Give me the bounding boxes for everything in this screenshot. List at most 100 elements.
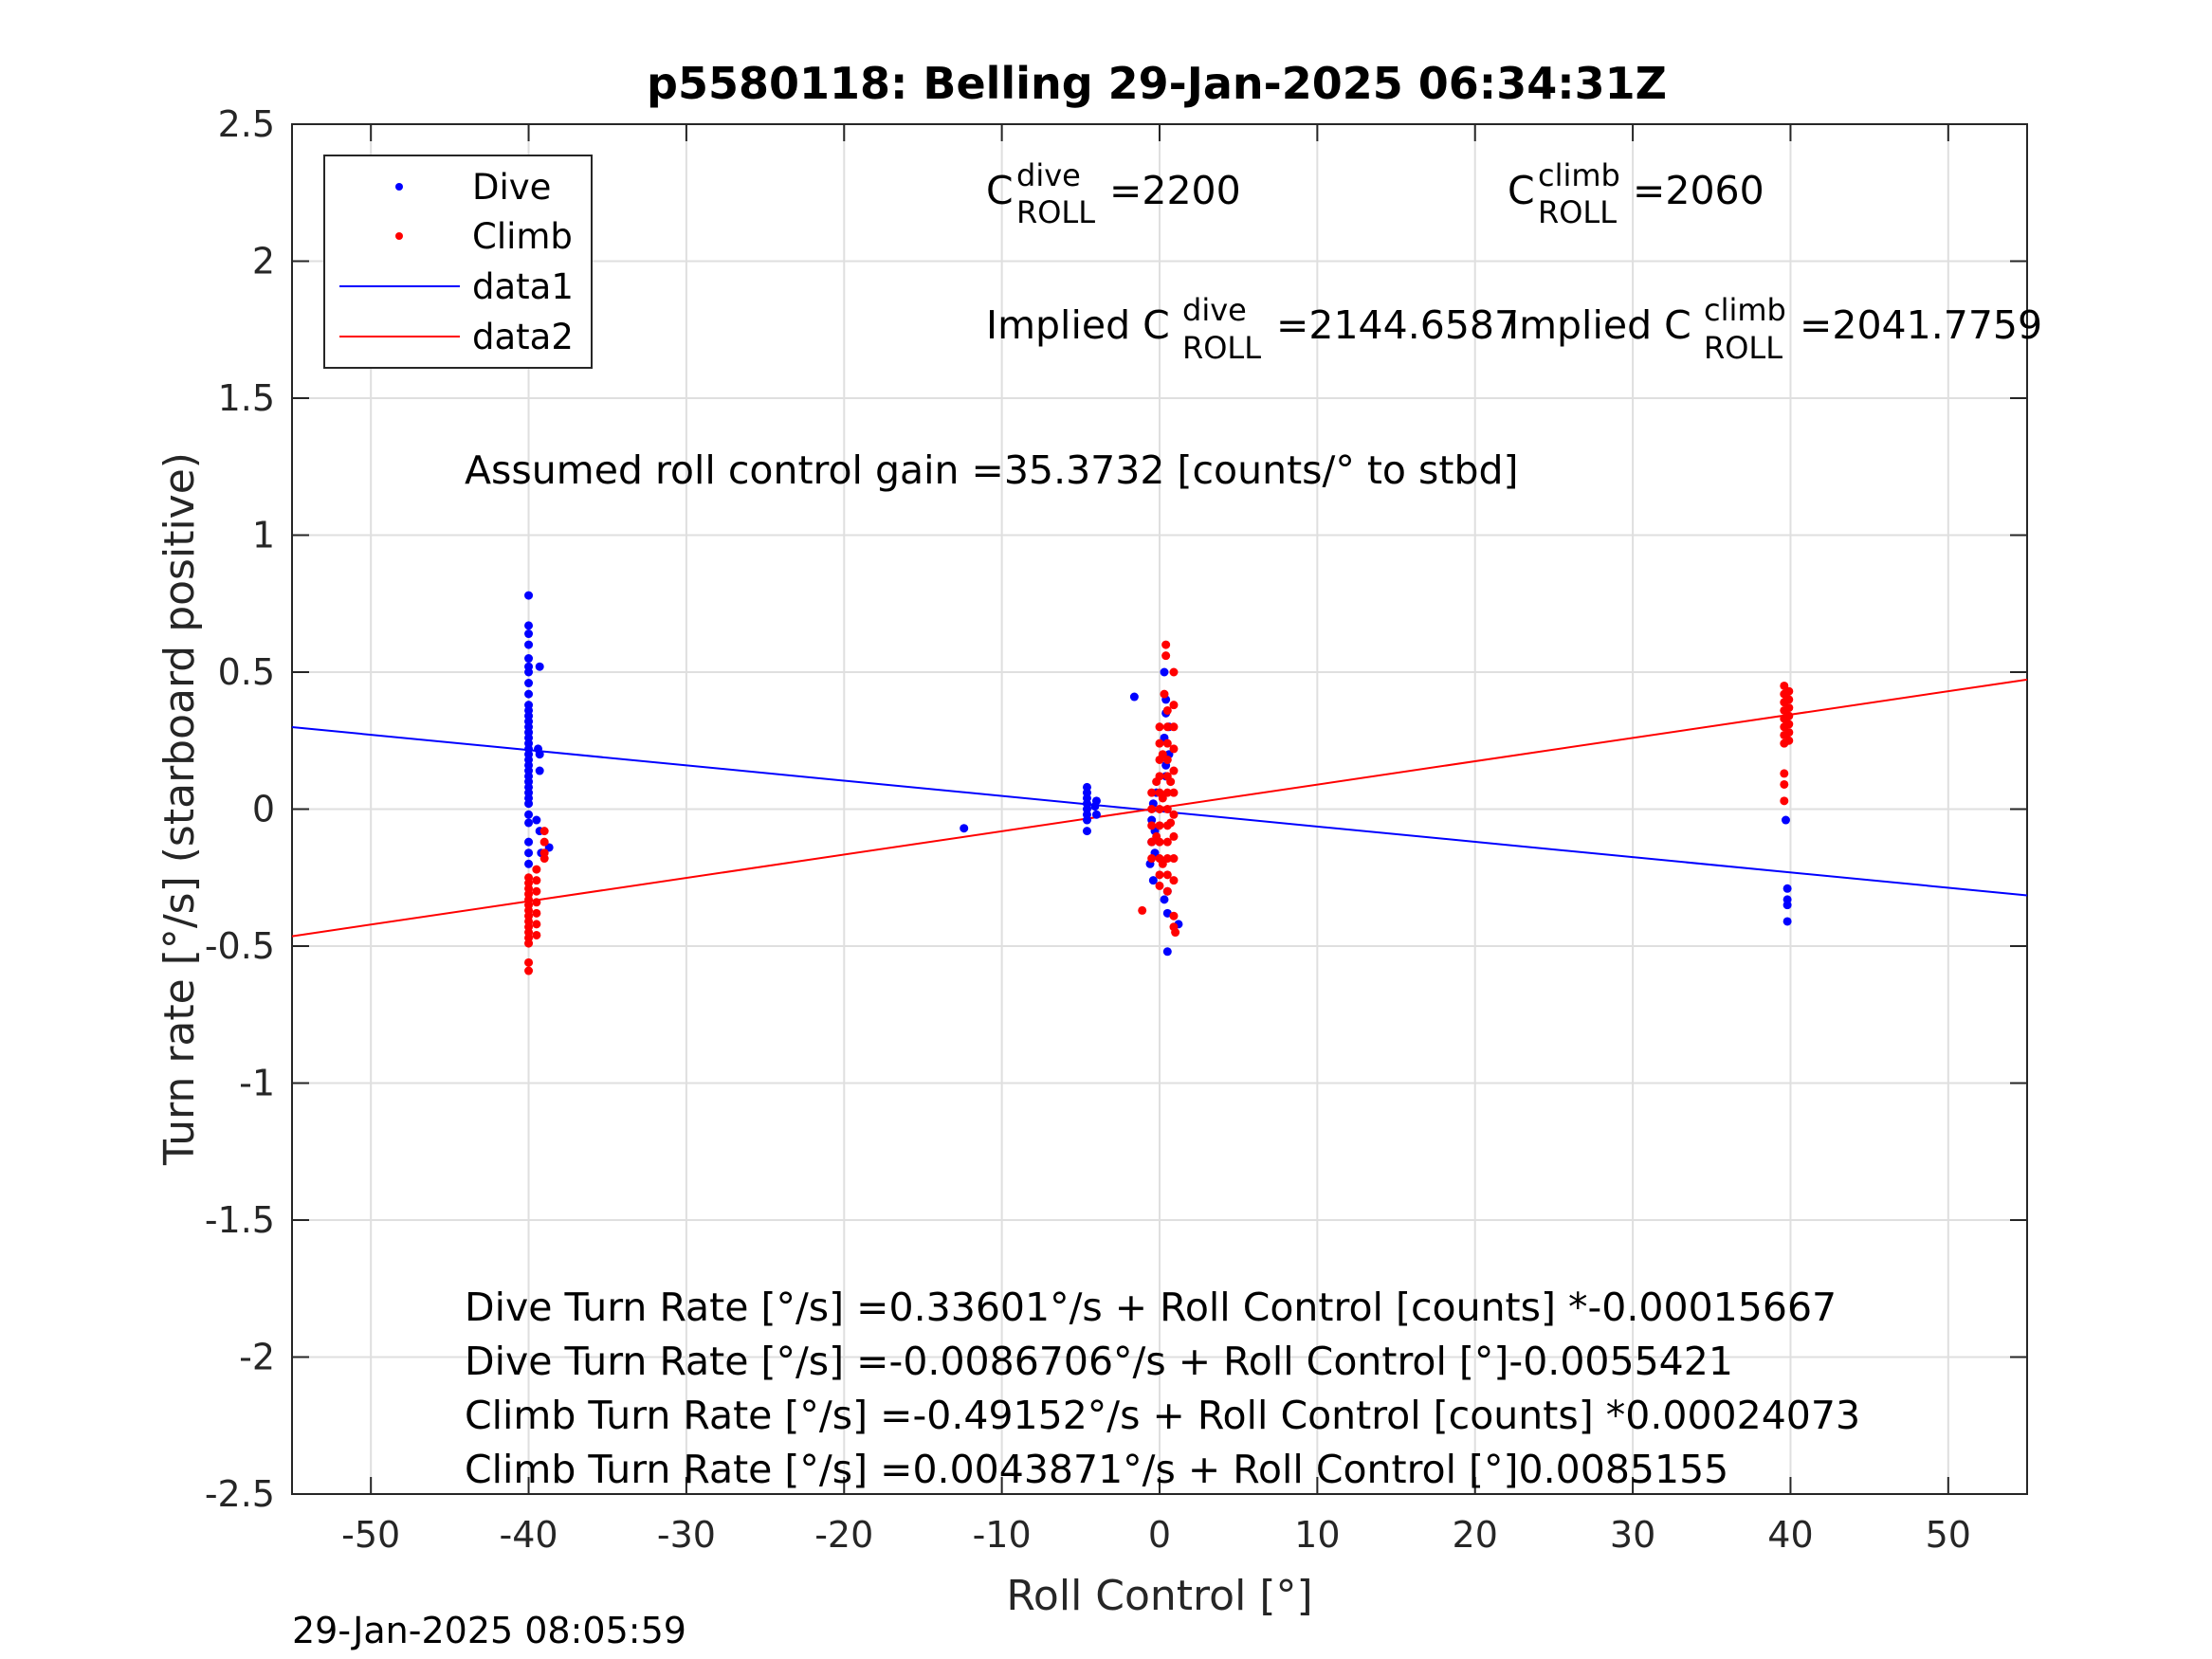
point-climb xyxy=(1158,793,1167,803)
point-dive xyxy=(1090,802,1100,811)
point-climb xyxy=(1784,736,1794,745)
y-tick-label: 1.5 xyxy=(218,377,275,419)
timestamp: 29-Jan-2025 08:05:59 xyxy=(292,1610,686,1651)
point-climb xyxy=(532,908,541,918)
point-dive xyxy=(524,799,534,809)
fit-annotation-dive-counts: Dive Turn Rate [°/s] =0.33601°/s + Roll … xyxy=(465,1285,1837,1330)
annotation-implied-dive: Implied C dive ROLL =2144.6587 xyxy=(986,292,1519,366)
legend-marker-climb xyxy=(395,232,403,240)
point-climb xyxy=(532,865,541,874)
point-climb xyxy=(1162,886,1172,896)
implied-dive-sup: dive xyxy=(1182,292,1247,328)
x-tick-label: 30 xyxy=(1610,1514,1655,1556)
point-climb xyxy=(1160,689,1169,699)
legend-marker-dive xyxy=(395,183,403,191)
point-climb xyxy=(539,827,549,836)
point-climb xyxy=(524,966,534,975)
point-climb xyxy=(1780,769,1789,778)
point-dive xyxy=(1782,901,1792,910)
point-dive xyxy=(524,640,534,649)
point-climb xyxy=(1161,651,1171,661)
chart-title: p5580118: Belling 29-Jan-2025 06:34:31Z xyxy=(647,58,1667,109)
point-dive xyxy=(524,859,534,868)
y-tick-label: 0 xyxy=(252,789,275,830)
annotation-implied-climb: Implied C climb ROLL =2041.7759 xyxy=(1508,292,2042,366)
point-dive xyxy=(1082,827,1091,836)
point-climb xyxy=(1166,777,1176,787)
gain-annotation: Assumed roll control gain =35.3732 [coun… xyxy=(465,447,1519,493)
c-roll-climb-value: =2060 xyxy=(1633,168,1764,213)
y-tick-label: -1.5 xyxy=(205,1199,275,1241)
point-climb xyxy=(1161,640,1171,649)
point-dive xyxy=(535,766,544,775)
point-dive xyxy=(524,654,534,664)
point-dive xyxy=(1782,917,1792,926)
implied-dive-prefix: Implied C xyxy=(986,302,1170,348)
point-climb xyxy=(524,939,534,948)
implied-climb-prefix: Implied C xyxy=(1508,302,1691,348)
legend-box xyxy=(323,155,593,369)
point-climb xyxy=(1138,905,1147,915)
c-roll-dive-base: C xyxy=(986,168,1014,213)
implied-dive-sub: ROLL xyxy=(1182,330,1261,366)
point-climb xyxy=(532,920,541,929)
point-climb xyxy=(1162,738,1172,748)
point-climb xyxy=(1152,831,1161,841)
point-climb xyxy=(1169,854,1179,864)
point-climb xyxy=(1158,750,1167,759)
x-tick-label: 40 xyxy=(1767,1514,1813,1556)
x-tick-labels: -50 -40 -30 -20 -10 0 10 20 30 40 50 xyxy=(341,1514,1971,1556)
plot-frame xyxy=(291,123,2028,1495)
legend-label-data1: data1 xyxy=(472,266,574,307)
point-climb xyxy=(539,854,549,864)
point-dive xyxy=(1160,895,1169,904)
point-dive xyxy=(524,810,534,819)
y-tick-label: 0.5 xyxy=(218,651,275,693)
legend-label-data2: data2 xyxy=(472,317,574,357)
point-dive xyxy=(1148,876,1158,885)
point-climb xyxy=(1155,738,1164,748)
y-tick-label: -0.5 xyxy=(205,925,275,967)
point-climb xyxy=(1147,788,1157,797)
point-climb xyxy=(532,876,541,885)
y-tick-label: 2 xyxy=(252,241,275,283)
point-climb xyxy=(1155,722,1164,732)
point-climb xyxy=(1169,701,1179,710)
legend-label-climb: Climb xyxy=(472,216,573,257)
point-dive xyxy=(524,689,534,699)
implied-climb-value: =2041.7759 xyxy=(1800,302,2042,348)
point-dive xyxy=(524,837,534,847)
point-dive xyxy=(1162,947,1172,957)
point-dive xyxy=(524,818,534,828)
point-climb xyxy=(1169,667,1179,677)
point-climb xyxy=(1162,722,1172,732)
implied-climb-sup: climb xyxy=(1704,292,1786,328)
c-roll-climb-sub: ROLL xyxy=(1538,194,1617,230)
point-climb xyxy=(532,886,541,896)
point-dive xyxy=(524,679,534,688)
point-dive xyxy=(1160,667,1169,677)
point-dive xyxy=(1129,692,1139,702)
point-climb xyxy=(1784,686,1794,696)
annotation-c-roll-dive: C dive ROLL =2200 xyxy=(986,157,1241,230)
point-climb xyxy=(1162,805,1172,813)
point-climb xyxy=(1171,928,1180,938)
implied-climb-sub: ROLL xyxy=(1704,330,1782,366)
c-roll-dive-sub: ROLL xyxy=(1016,194,1095,230)
point-climb xyxy=(532,930,541,939)
point-climb xyxy=(1780,796,1789,806)
y-axis-label: Turn rate [°/s] (starboard positive) xyxy=(155,452,204,1166)
c-roll-climb-base: C xyxy=(1508,168,1535,213)
point-dive xyxy=(960,824,969,833)
point-dive xyxy=(524,591,534,600)
c-roll-dive-sup: dive xyxy=(1016,157,1081,193)
annotation-c-roll-climb: C climb ROLL =2060 xyxy=(1508,157,1764,230)
axis-ticks xyxy=(292,123,2027,1495)
point-climb xyxy=(1162,837,1172,847)
point-dive xyxy=(535,662,544,671)
point-dive xyxy=(1781,815,1790,825)
y-tick-label: 1 xyxy=(252,515,275,556)
x-tick-label: 10 xyxy=(1294,1514,1340,1556)
point-dive xyxy=(532,815,541,825)
